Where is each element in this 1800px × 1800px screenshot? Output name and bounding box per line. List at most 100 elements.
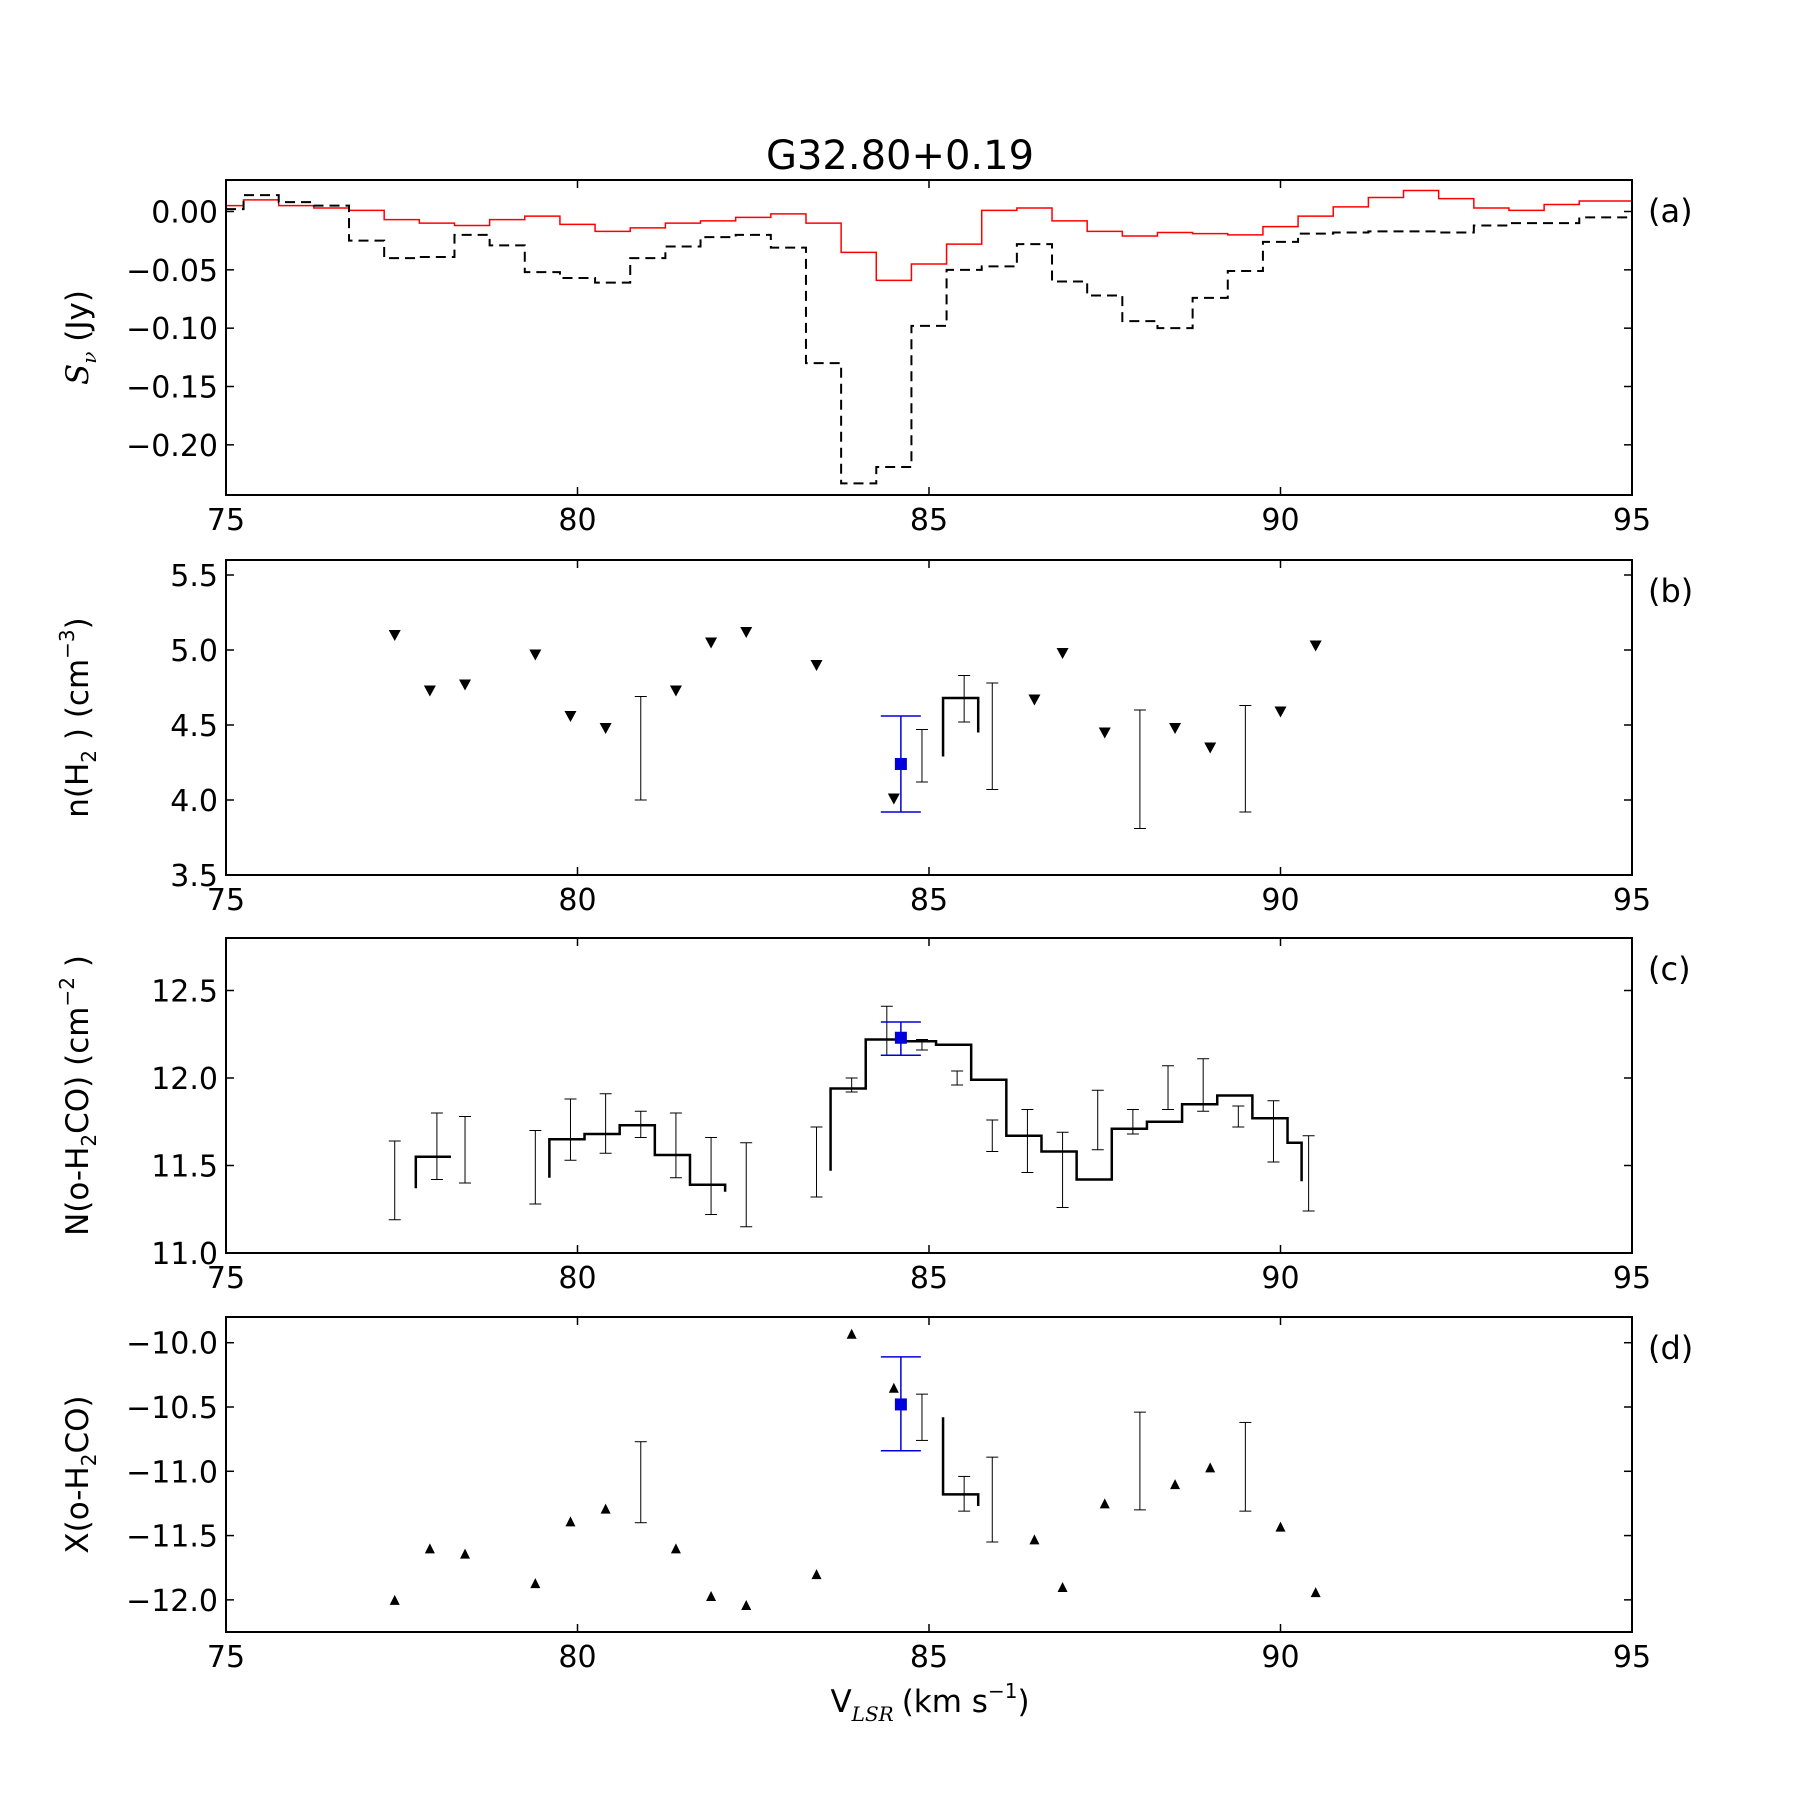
y-tick-label: 5.0 (170, 634, 218, 669)
panel-3: 75 80 85 90 95 −10.0 −10.5 −11.0 −11.5 −12.0 (d) X(… (60, 1316, 1693, 1675)
y-tick-label: −0.05 (126, 254, 218, 289)
x-axis-label: VLSR (km s−1) (830, 1679, 1029, 1726)
upper-limit-marker (388, 630, 401, 641)
upper-limit-marker (669, 685, 682, 697)
data-layer (388, 1005, 1315, 1228)
x-tick-label: 80 (558, 1640, 596, 1675)
upper-limit-marker (1204, 742, 1217, 754)
lower-limit-marker (888, 1382, 899, 1393)
x-tick-label: 95 (1613, 503, 1651, 538)
x-tick-label: 75 (207, 1640, 245, 1675)
upper-limit-marker (810, 660, 823, 671)
y-axis-label: n(H2 ) (cm−3) (55, 617, 101, 818)
panel-1: 75 80 85 90 95 3.5 4.0 4.5 5.0 5.5 (b) n(H2 ) (cm−3… (55, 559, 1693, 918)
highlight-point (894, 758, 907, 770)
y-tick-label: −0.20 (126, 429, 218, 464)
upper-limit-marker (1028, 694, 1041, 706)
lower-limit-marker (1170, 1479, 1181, 1490)
panel-label: (d) (1648, 1329, 1693, 1367)
y-tick-label: −10.0 (126, 1327, 218, 1362)
upper-limit-marker (459, 679, 472, 691)
lower-limit-marker (565, 1516, 576, 1527)
x-tick-label: 95 (1613, 1261, 1651, 1296)
x-tick-label: 95 (1613, 1640, 1651, 1675)
lower-limit-marker (1275, 1521, 1286, 1532)
data-layer (388, 627, 1322, 829)
step-fit-0 (941, 1417, 980, 1506)
panel-2: 75 80 85 90 95 11.0 11.5 12.0 12.5 (c) N(o-H2CO) (… (55, 937, 1691, 1296)
y-tick-label: −0.15 (126, 371, 218, 406)
lower-limit-marker (741, 1600, 752, 1610)
upper-limit-marker (1309, 640, 1322, 652)
x-tick-label: 85 (910, 1261, 948, 1296)
panel-0: 75 80 85 90 95 0.00 −0.05 −0.10 −0.15 −0.20 (a) Sν … (60, 179, 1693, 538)
y-tick-label: −12.0 (126, 1584, 218, 1619)
x-tick-label: 85 (910, 1640, 948, 1675)
y-tick-label: 3.5 (170, 859, 218, 894)
upper-limit-marker (705, 637, 718, 649)
y-axis-label: Sν (Jy) (60, 290, 101, 385)
upper-limit-marker (529, 649, 542, 661)
y-tick-label: 5.5 (170, 559, 218, 594)
lower-limit-marker (706, 1591, 717, 1601)
lower-limit-marker (530, 1578, 541, 1589)
data-layer (226, 189, 1632, 485)
x-tick-label: 75 (207, 883, 245, 918)
step-fit-1 (548, 1124, 727, 1192)
highlight-point (894, 1031, 907, 1044)
y-tick-label: −11.0 (126, 1455, 218, 1490)
upper-limit-marker (887, 793, 900, 805)
x-tick-label: 85 (910, 883, 948, 918)
lower-limit-marker (389, 1594, 400, 1605)
data-layer (389, 1328, 1321, 1610)
x-tick-label: 85 (910, 503, 948, 538)
x-tick-label: 90 (1261, 883, 1299, 918)
y-tick-label: 12.0 (151, 1062, 218, 1097)
x-tick-label: 95 (1613, 883, 1651, 918)
lower-limit-marker (1057, 1582, 1068, 1592)
lower-limit-marker (811, 1569, 822, 1580)
panel-label: (a) (1648, 192, 1693, 230)
x-tick-label: 90 (1261, 503, 1299, 538)
y-tick-label: 11.5 (151, 1150, 218, 1185)
x-tick-label: 90 (1261, 1640, 1299, 1675)
y-axis-label: X(o-H2CO) (60, 1395, 101, 1553)
upper-limit-marker (599, 723, 612, 734)
upper-limit-marker (423, 685, 436, 697)
y-tick-label: 4.5 (170, 709, 218, 744)
upper-limit-marker (1098, 727, 1111, 739)
x-tick-label: 90 (1261, 1261, 1299, 1296)
y-tick-label: −0.10 (126, 312, 218, 347)
upper-limit-marker (1169, 723, 1182, 734)
y-tick-label: 11.0 (151, 1237, 218, 1272)
lower-limit-marker (600, 1503, 611, 1514)
highlight-point (894, 1398, 907, 1411)
y-tick-label: −11.5 (126, 1520, 218, 1555)
lower-limit-marker (1205, 1462, 1216, 1473)
upper-limit-marker (1056, 648, 1069, 659)
x-tick-label: 80 (558, 883, 596, 918)
step-fit-0 (414, 1155, 451, 1189)
y-tick-label: −10.5 (126, 1391, 218, 1426)
y-tick-label: 12.5 (151, 975, 218, 1010)
lower-limit-marker (1310, 1587, 1321, 1598)
x-tick-label: 75 (207, 1261, 245, 1296)
x-tick-label: 75 (207, 503, 245, 538)
x-tick-label: 80 (558, 503, 596, 538)
x-tick-label: 80 (558, 1261, 596, 1296)
lower-limit-marker (1099, 1498, 1110, 1509)
lower-limit-marker (670, 1543, 681, 1554)
y-tick-label: 4.0 (170, 784, 218, 819)
lower-limit-marker (846, 1328, 857, 1339)
series-line-0 (226, 189, 1632, 282)
upper-limit-marker (740, 627, 753, 638)
series-line-1 (226, 194, 1632, 485)
panel-label: (c) (1648, 950, 1691, 988)
lower-limit-marker (424, 1543, 435, 1554)
step-fit-0 (941, 696, 980, 757)
panel-label: (b) (1648, 572, 1693, 610)
lower-limit-marker (460, 1548, 471, 1559)
lower-limit-marker (1029, 1534, 1040, 1545)
upper-limit-marker (564, 711, 577, 722)
